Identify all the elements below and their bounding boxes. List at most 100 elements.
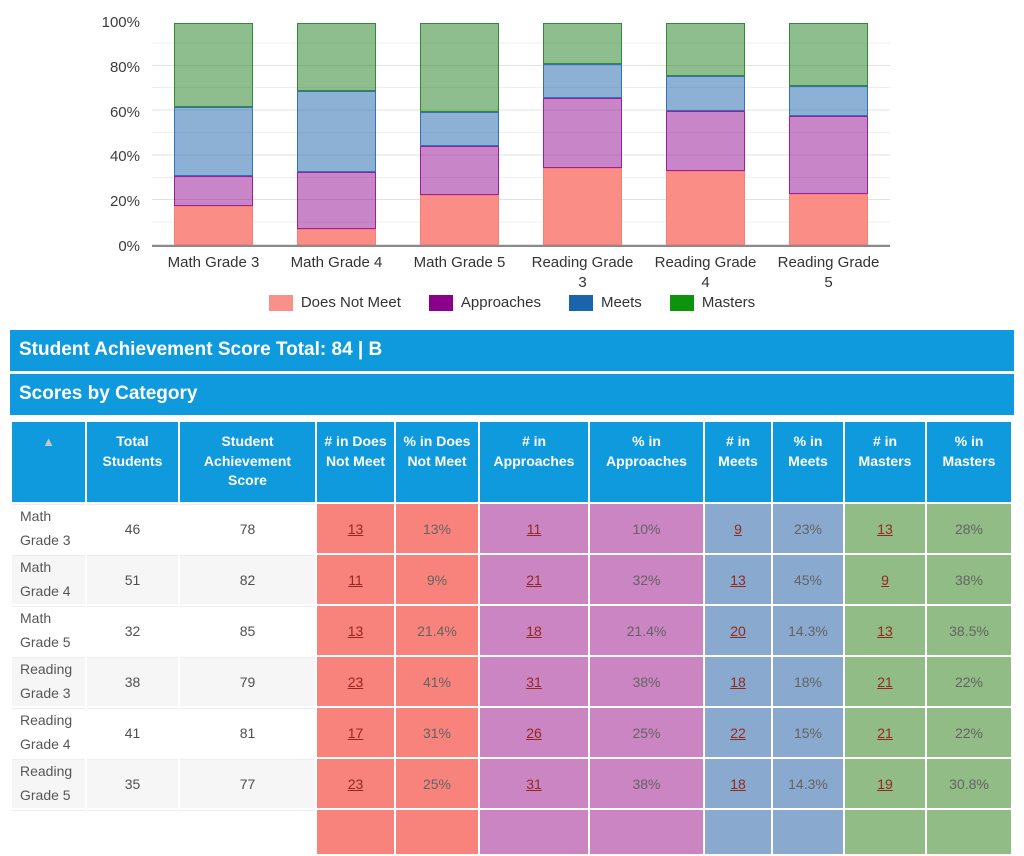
cell-dnm_pct: 13% (396, 504, 478, 553)
cell-partial (773, 810, 843, 854)
bar-segment-does-not-meet (543, 168, 622, 245)
column-header[interactable]: % in Meets (773, 422, 843, 502)
student-count-link[interactable]: 18 (730, 673, 746, 690)
cell-meets_pct: 23% (773, 504, 843, 553)
bar-segment-does-not-meet (789, 193, 868, 245)
student-count-link[interactable]: 13 (347, 622, 364, 639)
legend-swatch-icon (268, 294, 293, 311)
cell-app_pct: 38% (590, 657, 703, 706)
cell-app_n: 21 (480, 555, 588, 604)
bar-segment-meets (543, 64, 622, 98)
bar-segment-masters (666, 23, 745, 76)
student-count-link[interactable]: 17 (347, 724, 364, 741)
legend-item-meets: Meets (568, 294, 642, 311)
bar-segment-does-not-meet (666, 171, 745, 245)
row-label: Math Grade 4 (12, 555, 85, 604)
student-count-link[interactable]: 18 (526, 622, 542, 639)
student-count-link[interactable]: 9 (734, 520, 742, 537)
scores-by-category-table: ▲ Total Students Student Achievement Score… (10, 420, 1013, 856)
bar-segment-approaches (543, 97, 622, 169)
student-count-link[interactable]: 9 (881, 571, 889, 588)
legend-swatch-icon (568, 294, 593, 311)
score-total-banner: Student Achievement Score Total: 84 | B (10, 330, 1014, 371)
table-row: Reading Grade 5 35 77 23 25% 31 38% 18 14.3% 19 30… (12, 759, 1011, 808)
column-header[interactable]: # in Approaches (480, 422, 588, 502)
student-count-link[interactable]: 13 (877, 622, 893, 639)
student-count-link[interactable]: 31 (526, 775, 542, 792)
row-label: Reading Grade 3 (12, 657, 85, 706)
column-header[interactable]: # in Meets (705, 422, 771, 502)
student-count-link[interactable]: 11 (348, 571, 363, 588)
y-axis-tick: 20% (109, 193, 140, 211)
student-count-link[interactable]: 13 (347, 520, 364, 537)
column-header[interactable]: Total Students (87, 422, 178, 502)
column-header[interactable]: Student Achievement Score (180, 422, 315, 502)
bar-segment-meets (174, 106, 253, 176)
cell-masters_pct: 38% (927, 555, 1011, 604)
student-count-link[interactable]: 21 (526, 571, 542, 588)
bar-math-grade-3 (152, 23, 275, 245)
table-row-partial (12, 810, 1011, 854)
cell-meets_n: 18 (705, 759, 771, 808)
column-header[interactable]: % in Masters (927, 422, 1011, 502)
row-label: Reading Grade 4 (12, 708, 85, 757)
student-count-link[interactable]: 23 (347, 775, 364, 792)
cell-total_students: 46 (87, 504, 178, 553)
y-axis-tick: 60% (109, 103, 140, 121)
cell-masters_n: 21 (845, 657, 925, 706)
cell-app_n: 31 (480, 759, 588, 808)
bar-reading-grade-3 (521, 23, 644, 245)
bar-segment-does-not-meet (297, 228, 376, 245)
cell-score: 78 (180, 504, 315, 553)
student-count-link[interactable]: 21 (877, 673, 893, 690)
chart-plot-area (152, 23, 890, 247)
legend-label: Meets (600, 294, 642, 311)
student-count-link[interactable]: 23 (347, 673, 364, 690)
student-count-link[interactable]: 13 (730, 571, 746, 588)
student-count-link[interactable]: 31 (526, 673, 542, 690)
bar-segment-masters (789, 23, 868, 87)
bar-segment-meets (789, 86, 868, 116)
student-count-link[interactable]: 21 (877, 724, 893, 741)
student-count-link[interactable]: 19 (877, 775, 893, 792)
x-axis-label: Math Grade 4 (290, 254, 383, 271)
legend-label: Masters (701, 294, 756, 311)
bar-segment-masters (174, 23, 253, 107)
student-count-link[interactable]: 20 (730, 622, 746, 639)
bar-reading-grade-4 (644, 23, 767, 245)
bar-reading-grade-5 (767, 23, 890, 245)
cell-masters_pct: 22% (927, 708, 1011, 757)
y-axis-tick: 80% (109, 58, 140, 76)
table-row: Math Grade 4 51 82 11 9% 21 32% 13 45% 9 38% (12, 555, 1011, 604)
cell-masters_n: 13 (845, 606, 925, 655)
sort-ascending-icon[interactable]: ▲ (42, 434, 55, 449)
cell-app_pct: 21.4% (590, 606, 703, 655)
student-count-link[interactable]: 26 (526, 724, 542, 741)
cell-meets_n: 18 (705, 657, 771, 706)
student-count-link[interactable]: 11 (526, 520, 542, 537)
table-row: Reading Grade 4 41 81 17 31% 26 25% 22 15% 21 22% (12, 708, 1011, 757)
cell-dnm_n: 23 (317, 759, 394, 808)
student-count-link[interactable]: 22 (730, 724, 746, 741)
cell-partial (87, 810, 178, 854)
cell-masters_n: 13 (845, 504, 925, 553)
sort-column-header[interactable]: ▲ (12, 422, 85, 502)
student-count-link[interactable]: 13 (877, 520, 893, 537)
cell-partial (927, 810, 1011, 854)
column-header[interactable]: % in Approaches (590, 422, 703, 502)
x-axis-label: Reading Grade 3 (531, 254, 634, 292)
row-label: Math Grade 3 (12, 504, 85, 553)
student-count-link[interactable]: 18 (730, 775, 746, 792)
bar-math-grade-5 (398, 23, 521, 245)
cell-partial (396, 810, 478, 854)
bar-segment-meets (420, 112, 499, 146)
cell-dnm_n: 11 (317, 555, 394, 604)
cell-dnm_n: 13 (317, 504, 394, 553)
column-header[interactable]: # in Masters (845, 422, 925, 502)
cell-score: 77 (180, 759, 315, 808)
cell-masters_n: 19 (845, 759, 925, 808)
cell-app_pct: 25% (590, 708, 703, 757)
column-header[interactable]: # in Does Not Meet (317, 422, 394, 502)
cell-dnm_pct: 41% (396, 657, 478, 706)
column-header[interactable]: % in Does Not Meet (396, 422, 478, 502)
